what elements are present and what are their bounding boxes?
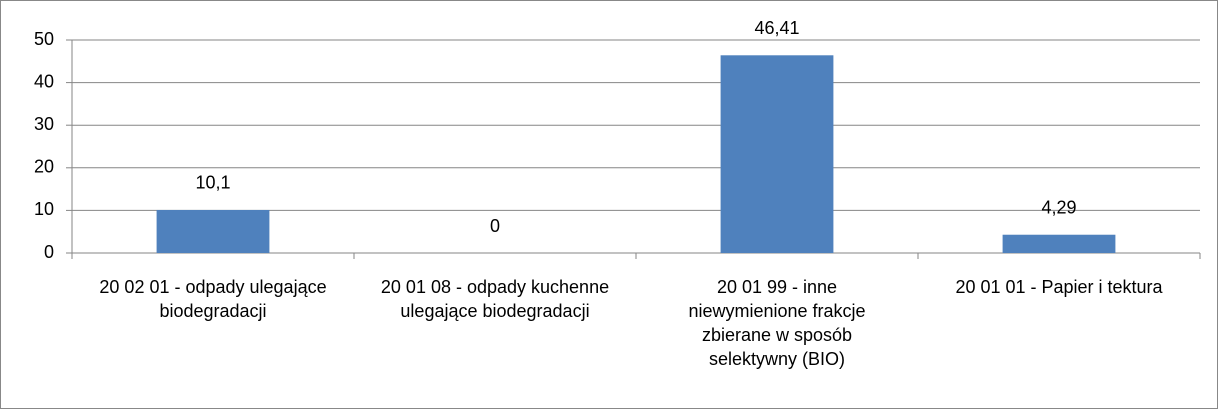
bar [1002,234,1116,253]
y-tick-label: 10 [34,199,54,219]
y-tick-label: 30 [34,114,54,134]
y-tick-label: 40 [34,71,54,91]
value-label: 46,41 [754,18,799,38]
value-label: 0 [490,216,500,236]
y-tick-label: 20 [34,157,54,177]
value-label: 10,1 [195,173,230,193]
value-label: 4,29 [1041,197,1076,217]
x-tick-label: 20 01 99 - inne niewymienione frakcje zb… [688,277,866,369]
bar [156,209,270,253]
y-tick-label: 50 [34,29,54,49]
x-tick-label: 20 02 01 - odpady ulegające biodegradacj… [99,277,327,321]
x-tick-label: 20 01 01 - Papier i tektura [955,277,1163,297]
y-tick-label: 0 [44,242,54,262]
x-tick-label: 20 01 08 - odpady kuchenne ulegające bio… [380,277,610,321]
bar [720,55,834,254]
